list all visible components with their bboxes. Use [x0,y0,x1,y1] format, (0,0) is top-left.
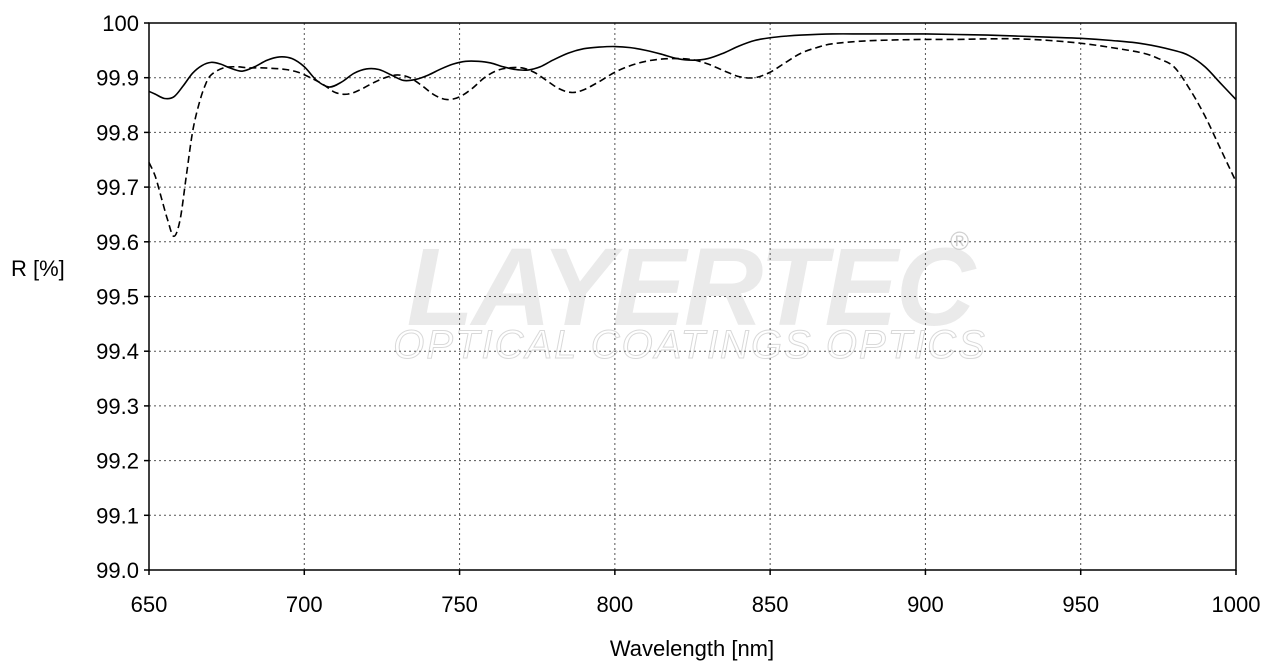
x-tick-label: 800 [596,592,633,617]
x-tick-label: 700 [286,592,323,617]
y-tick-label: 99.3 [96,394,139,419]
grid [149,23,1236,570]
y-tick-label: 99.5 [96,285,139,310]
x-tick-label: 650 [131,592,168,617]
y-tick-label: 99.7 [96,175,139,200]
y-tick-label: 99.4 [96,339,139,364]
y-tick-label: 99.0 [96,558,139,583]
x-tick-label: 750 [441,592,478,617]
x-axis-title: Wavelength [nm] [610,636,774,661]
y-tick-label: 99.8 [96,120,139,145]
watermark-brand: LAYERTEC [407,226,977,349]
watermark-tagline: OPTICAL COATINGS OPTICS [393,323,987,367]
y-axis-title: R [%] [11,256,65,281]
y-tick-label: 99.2 [96,449,139,474]
watermark-registered-mark: ® [950,226,969,256]
y-tick-label: 99.9 [96,66,139,91]
series-line-dashed [148,37,1237,238]
x-tick-label: 1000 [1212,592,1261,617]
x-tick-label: 850 [752,592,789,617]
y-axis-ticks: 99.0 99.1 99.2 99.3 99.4 99.5 99.6 99.7 99.8 99.9… [96,11,149,583]
y-tick-label: 99.6 [96,230,139,255]
y-tick-label: 99.1 [96,503,139,528]
x-axis-ticks: 650 700 750 800 850 900 950 1000 [131,570,1261,617]
x-tick-label: 900 [907,592,944,617]
series-layer [148,33,1237,238]
series-line-solid [148,33,1237,101]
y-tick-label: 100 [102,11,139,36]
watermark: LAYERTEC OPTICAL COATINGS OPTICS ® [393,226,987,368]
x-tick-label: 950 [1062,592,1099,617]
